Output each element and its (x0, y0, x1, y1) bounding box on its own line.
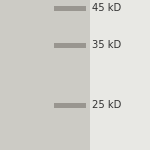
Text: 25 kD: 25 kD (92, 100, 121, 110)
Text: 45 kD: 45 kD (92, 3, 121, 13)
Bar (54, 102, 86, 108)
Text: 35 kD: 35 kD (92, 40, 121, 50)
Bar (90, 0, 150, 150)
Bar (54, 42, 86, 48)
Bar (54, 6, 86, 10)
